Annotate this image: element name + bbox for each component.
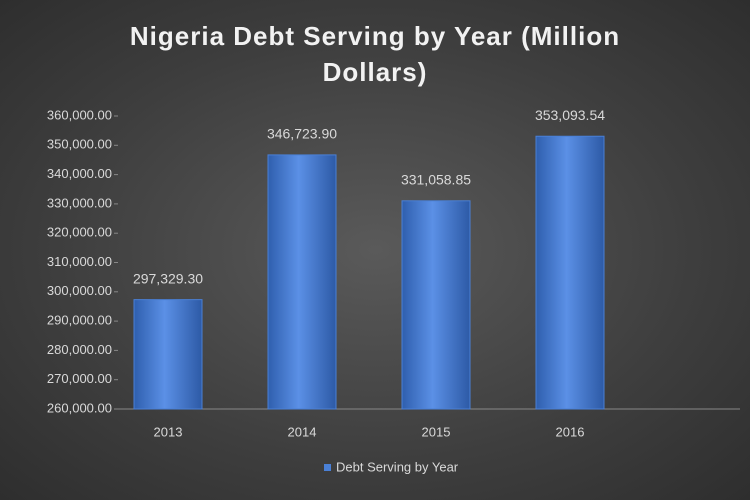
bar bbox=[401, 200, 471, 410]
y-tick-label: 340,000.00 bbox=[47, 166, 112, 181]
y-tick-label: 330,000.00 bbox=[47, 195, 112, 210]
y-tick-label: 290,000.00 bbox=[47, 313, 112, 328]
x-tick-label: 2015 bbox=[422, 424, 451, 439]
value-label: 346,723.90 bbox=[267, 126, 337, 142]
y-tick-label: 360,000.00 bbox=[47, 107, 112, 122]
bar bbox=[535, 135, 605, 410]
y-tick-label: 350,000.00 bbox=[47, 137, 112, 152]
value-label: 297,329.30 bbox=[133, 270, 203, 286]
value-label: 331,058.85 bbox=[401, 172, 471, 188]
chart-title: Nigeria Debt Serving by Year (Million Do… bbox=[129, 21, 621, 87]
bar bbox=[133, 299, 203, 410]
value-label: 353,093.54 bbox=[535, 107, 605, 123]
y-tick-label: 310,000.00 bbox=[47, 254, 112, 269]
x-tick-label: 2016 bbox=[556, 424, 585, 439]
x-tick-label: 2013 bbox=[154, 424, 183, 439]
x-tick-label: 2014 bbox=[288, 424, 317, 439]
legend-label: Debt Serving by Year bbox=[336, 459, 459, 474]
legend-swatch bbox=[324, 464, 331, 471]
y-tick-label: 260,000.00 bbox=[47, 400, 112, 415]
bar bbox=[267, 154, 337, 410]
y-tick-label: 300,000.00 bbox=[47, 283, 112, 298]
y-tick-label: 320,000.00 bbox=[47, 225, 112, 240]
y-tick-label: 270,000.00 bbox=[47, 371, 112, 386]
y-tick-label: 280,000.00 bbox=[47, 342, 112, 357]
